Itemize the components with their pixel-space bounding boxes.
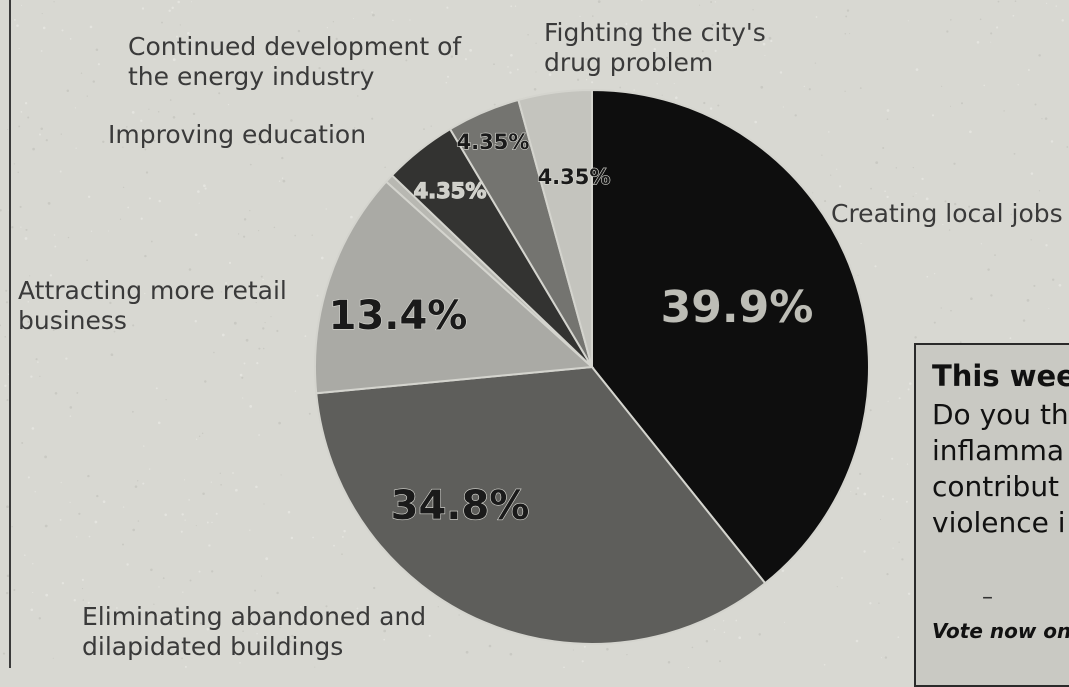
slice-value-label-5: 4.35%: [457, 130, 530, 154]
poll-vote-link[interactable]: Vote now on: [932, 619, 1069, 643]
poll-question: Do you th inflamma contribut violence i: [932, 398, 1069, 539]
slice-value-label-2: 13.4%: [329, 293, 468, 339]
pie-slice-6: [517, 88, 593, 368]
slice-value-label-0: 39.9%: [661, 282, 814, 333]
poll-sidebar: This weel Do you th inflamma contribut v…: [914, 343, 1069, 687]
slice-value-label-1: 34.8%: [391, 483, 530, 529]
label-energy-industry: Continued development of the energy indu…: [128, 32, 462, 91]
label-eliminating-buildings: Eliminating abandoned and dilapidated bu…: [82, 602, 427, 661]
label-improving-education: Improving education: [108, 120, 367, 149]
poll-heading: This weel: [932, 359, 1069, 393]
left-column-rule: [9, 0, 11, 668]
slice-value-label-6: 4.35%: [538, 165, 611, 189]
pie-slice-1: [315, 365, 767, 645]
pie-slice-2: [314, 180, 595, 395]
label-attracting-retail: Attracting more retail business: [18, 276, 287, 335]
label-drug-problem: Fighting the city's drug problem: [544, 18, 766, 77]
label-creating-local-jobs: Creating local jobs: [831, 199, 1063, 228]
pie-chart: 39.9% 34.8% 13.4% 4.35% 4.35% 4.35%: [314, 88, 870, 645]
slice-value-label-4: 4.35%: [414, 179, 487, 203]
poll-dash: –: [982, 585, 993, 610]
pie-slice-0: [591, 88, 870, 585]
